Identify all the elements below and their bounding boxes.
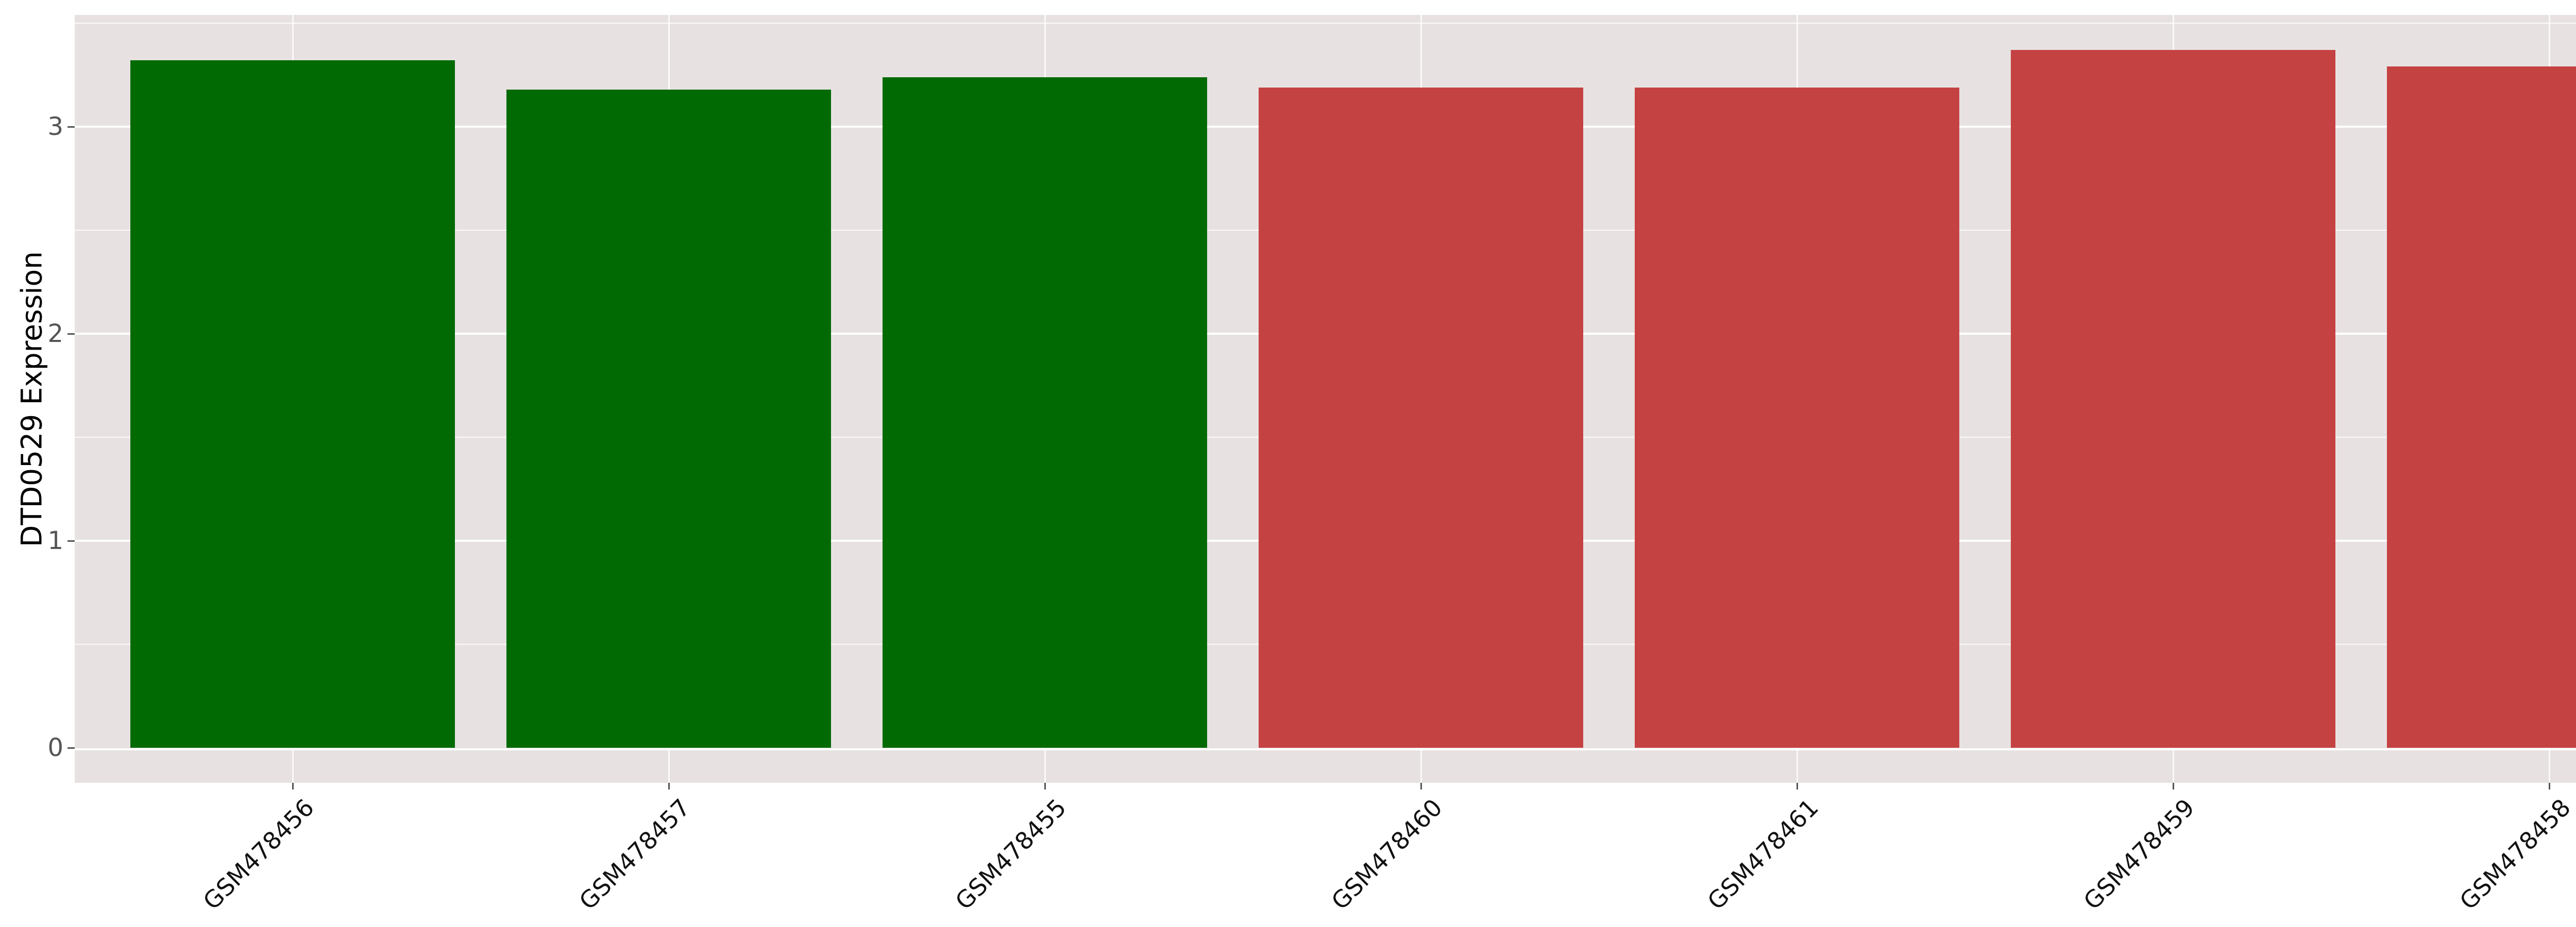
x-tick-label: GSM478455 [950, 793, 1072, 915]
y-tick-label: 2 [47, 319, 63, 348]
bar-GSM478460 [1259, 87, 1583, 748]
x-tick-mark [1044, 783, 1046, 789]
plot-panel [75, 15, 2576, 783]
y-tick-label: 3 [47, 112, 63, 142]
x-tick-label: GSM478461 [1702, 793, 1824, 915]
x-tick-label: GSM478459 [2078, 793, 2200, 915]
y-tick-mark [67, 333, 75, 335]
bar-GSM478455 [883, 77, 1207, 748]
bar-GSM478461 [1635, 87, 1959, 748]
y-tick-label: 0 [47, 733, 63, 762]
bar-GSM478458 [2387, 66, 2576, 748]
h-gridline-minor [75, 23, 2576, 24]
h-gridline-major [75, 748, 2576, 750]
x-tick-mark [2549, 783, 2550, 789]
x-tick-mark [292, 783, 294, 789]
y-tick-mark [67, 126, 75, 128]
x-tick-label: GSM478458 [2454, 793, 2576, 915]
x-tick-mark [1797, 783, 1798, 789]
x-tick-mark [668, 783, 670, 789]
x-tick-label: GSM478460 [1326, 793, 1448, 915]
bar-GSM478457 [506, 89, 831, 748]
x-tick-label: GSM478456 [197, 793, 319, 915]
x-tick-mark [1420, 783, 1422, 789]
y-tick-mark [67, 747, 75, 749]
y-tick-mark [67, 540, 75, 542]
y-tick-label: 1 [47, 526, 63, 555]
y-axis-label: DTD0529 Expression [15, 251, 48, 547]
x-tick-label: GSM478457 [573, 793, 696, 915]
x-tick-mark [2173, 783, 2174, 789]
bar-GSM478459 [2011, 50, 2335, 748]
bar-GSM478456 [130, 60, 455, 748]
